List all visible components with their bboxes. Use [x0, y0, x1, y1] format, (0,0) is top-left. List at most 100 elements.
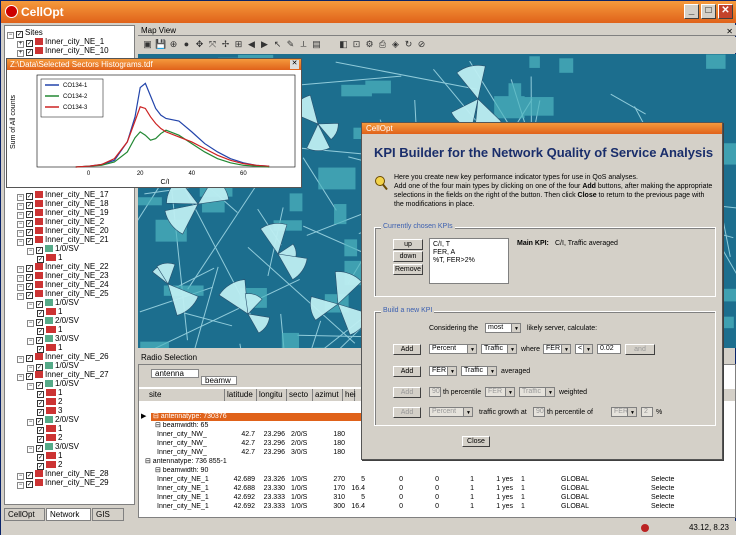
type-combo-1[interactable]: Percent ▼ [429, 344, 477, 354]
table-row[interactable]: ⊟ beamwidth: 90 [139, 467, 735, 475]
expand-icon[interactable]: − [17, 356, 24, 363]
tree-item[interactable]: − ✓ Inner_city_NE_17 [17, 190, 109, 201]
remove-button[interactable]: Remove [393, 264, 423, 275]
table-row[interactable]: Inner_city_NW_ 42.7 23.296 2/0/S 180 [139, 440, 735, 448]
info-icon[interactable]: ◈ [392, 39, 399, 49]
tree-item[interactable]: ✓ 1 [37, 253, 62, 263]
expand-icon[interactable]: − [17, 221, 24, 228]
tree-item[interactable]: − ✓ 3/0/SV [27, 442, 79, 453]
expand-icon[interactable]: − [27, 248, 34, 255]
checkbox[interactable]: ✓ [26, 211, 33, 218]
tab-cellopt[interactable]: CellOpt [4, 508, 45, 521]
tree-item[interactable]: − ✓ Inner_city_NE_25 [17, 289, 109, 300]
tree-item[interactable]: − ✓ Sites [7, 28, 43, 39]
histogram-close-icon[interactable]: ✕ [290, 60, 299, 69]
weight-combo-3[interactable]: Traffic ▼ [519, 387, 555, 397]
checkbox[interactable]: ✓ [36, 247, 43, 254]
checkbox[interactable]: ✓ [36, 301, 43, 308]
kpi-list-item[interactable]: %T, FER>2% [433, 257, 475, 264]
add-button-3[interactable]: Add [393, 387, 421, 398]
expand-icon[interactable]: − [17, 230, 24, 237]
checkbox[interactable]: ✓ [26, 355, 33, 362]
table-row[interactable]: Inner_city_NE_1 42.688 23.330 1/0/S 170 16.4 0… [139, 485, 735, 493]
column-header[interactable]: latitude [225, 389, 257, 401]
close-button[interactable]: ✕ [718, 4, 733, 19]
expand-icon[interactable]: − [17, 203, 24, 210]
checkbox[interactable]: ✓ [36, 337, 43, 344]
expand-icon[interactable]: + [17, 41, 24, 48]
tree-item[interactable]: ✓ 1 [37, 451, 62, 461]
kpi-list-item[interactable]: C/I, T [433, 241, 450, 248]
tree-item[interactable]: ✓ 2 [37, 460, 62, 470]
open-icon[interactable]: ▣ [143, 39, 152, 49]
rotate-icon[interactable]: ↻ [404, 39, 413, 49]
expand-icon[interactable]: − [27, 446, 34, 453]
checkbox[interactable]: ✓ [26, 49, 33, 56]
measure-icon[interactable]: ⟂ [300, 39, 307, 49]
expand-icon[interactable]: − [17, 473, 24, 480]
checkbox[interactable]: ✓ [26, 472, 33, 479]
expand-icon[interactable]: − [27, 419, 34, 426]
tree-item[interactable]: − ✓ Inner_city_NE_21 [17, 235, 109, 246]
tree-item[interactable]: − ✓ Inner_city_NE_29 [17, 478, 109, 489]
back-icon[interactable]: ◀ [248, 39, 255, 49]
expand-icon[interactable]: − [7, 32, 14, 39]
down-button[interactable]: down [393, 251, 423, 262]
metric-combo-3[interactable]: FER ▼ [485, 387, 515, 397]
checkbox[interactable]: ✓ [37, 400, 44, 407]
column-header[interactable]: azimut [313, 389, 343, 401]
checkbox[interactable]: ✓ [26, 283, 33, 290]
expand-icon[interactable]: − [17, 275, 24, 282]
tree-item[interactable]: − ✓ Inner_city_NE_27 [17, 370, 109, 381]
checkbox[interactable]: ✓ [37, 436, 44, 443]
checkbox[interactable]: ✓ [26, 193, 33, 200]
add-button-2[interactable]: Add [393, 366, 421, 377]
metric-combo-2[interactable]: FER ▼ [429, 366, 457, 376]
checkbox[interactable]: ✓ [37, 328, 44, 335]
pan-icon[interactable]: ✥ [195, 39, 204, 49]
checkbox[interactable]: ✓ [37, 454, 44, 461]
checkbox[interactable]: ✓ [37, 391, 44, 398]
expand-icon[interactable]: − [17, 212, 24, 219]
add-button-4[interactable]: Add [393, 407, 421, 418]
checkbox[interactable]: ✓ [26, 274, 33, 281]
checkbox[interactable]: ✓ [36, 382, 43, 389]
add-button-1[interactable]: Add [393, 344, 421, 355]
metric-combo-4[interactable]: FER ▼ [611, 407, 637, 417]
tab-gis[interactable]: GIS [92, 508, 124, 521]
table-row[interactable]: Inner_city_NE_1 42.692 23.333 1/0/S 310 5 0 0 1 1… [139, 494, 735, 502]
tree-item[interactable]: ✓ 3 [37, 406, 62, 416]
tree-item[interactable]: − ✓ 1/0/SV [27, 244, 79, 255]
tree-item[interactable]: − ✓ 3/0/SV [27, 334, 79, 345]
tree-item[interactable]: ✓ 1 [37, 424, 62, 434]
tree-item[interactable]: − ✓ Inner_city_NE_23 [17, 271, 109, 282]
expand-icon[interactable]: − [17, 293, 24, 300]
checkbox[interactable]: ✓ [26, 202, 33, 209]
checkbox[interactable]: ✓ [16, 31, 23, 38]
checkbox[interactable]: ✓ [37, 310, 44, 317]
export-icon[interactable]: ▤ [312, 39, 321, 49]
group-tag-beamw[interactable]: beamw [201, 376, 237, 385]
checkbox[interactable]: ✓ [37, 346, 44, 353]
checkbox[interactable]: ✓ [26, 220, 33, 227]
tree-item[interactable]: − ✓ Inner_city_NE_2 [17, 217, 104, 228]
kpi-list-item[interactable]: FER, A [433, 249, 456, 256]
tree-item[interactable]: − ✓ Inner_city_NE_20 [17, 226, 109, 237]
checkbox[interactable]: ✓ [26, 373, 33, 380]
print-icon[interactable]: ⎙ [378, 39, 387, 49]
kpi-listbox[interactable]: C/I, T FER, A %T, FER>2% [429, 238, 509, 284]
no-icon[interactable]: ⊘ [417, 39, 426, 49]
metric-combo-1[interactable]: FER ▼ [543, 344, 571, 354]
tree-item[interactable]: − ✓ Inner_city_NE_22 [17, 262, 109, 273]
expand-icon[interactable]: − [17, 266, 24, 273]
table-row[interactable]: ⊟ beamwidth: 65 [139, 422, 735, 430]
maximize-button[interactable]: □ [701, 4, 716, 19]
checkbox[interactable]: ✓ [36, 364, 43, 371]
tool-icon[interactable]: ✎ [286, 39, 295, 49]
tree-item[interactable]: ✓ 2 [37, 397, 62, 407]
tree-item[interactable]: ✓ 1 [37, 388, 62, 398]
table-row[interactable]: Inner_city_NE_1 42.689 23.326 1/0/S 270 5 0 0 1 1… [139, 476, 735, 484]
table-row[interactable]: Inner_city_NW_ 42.7 23.296 3/0/S 180 [139, 449, 735, 457]
checkbox[interactable]: ✓ [37, 427, 44, 434]
checkbox[interactable]: ✓ [37, 463, 44, 470]
